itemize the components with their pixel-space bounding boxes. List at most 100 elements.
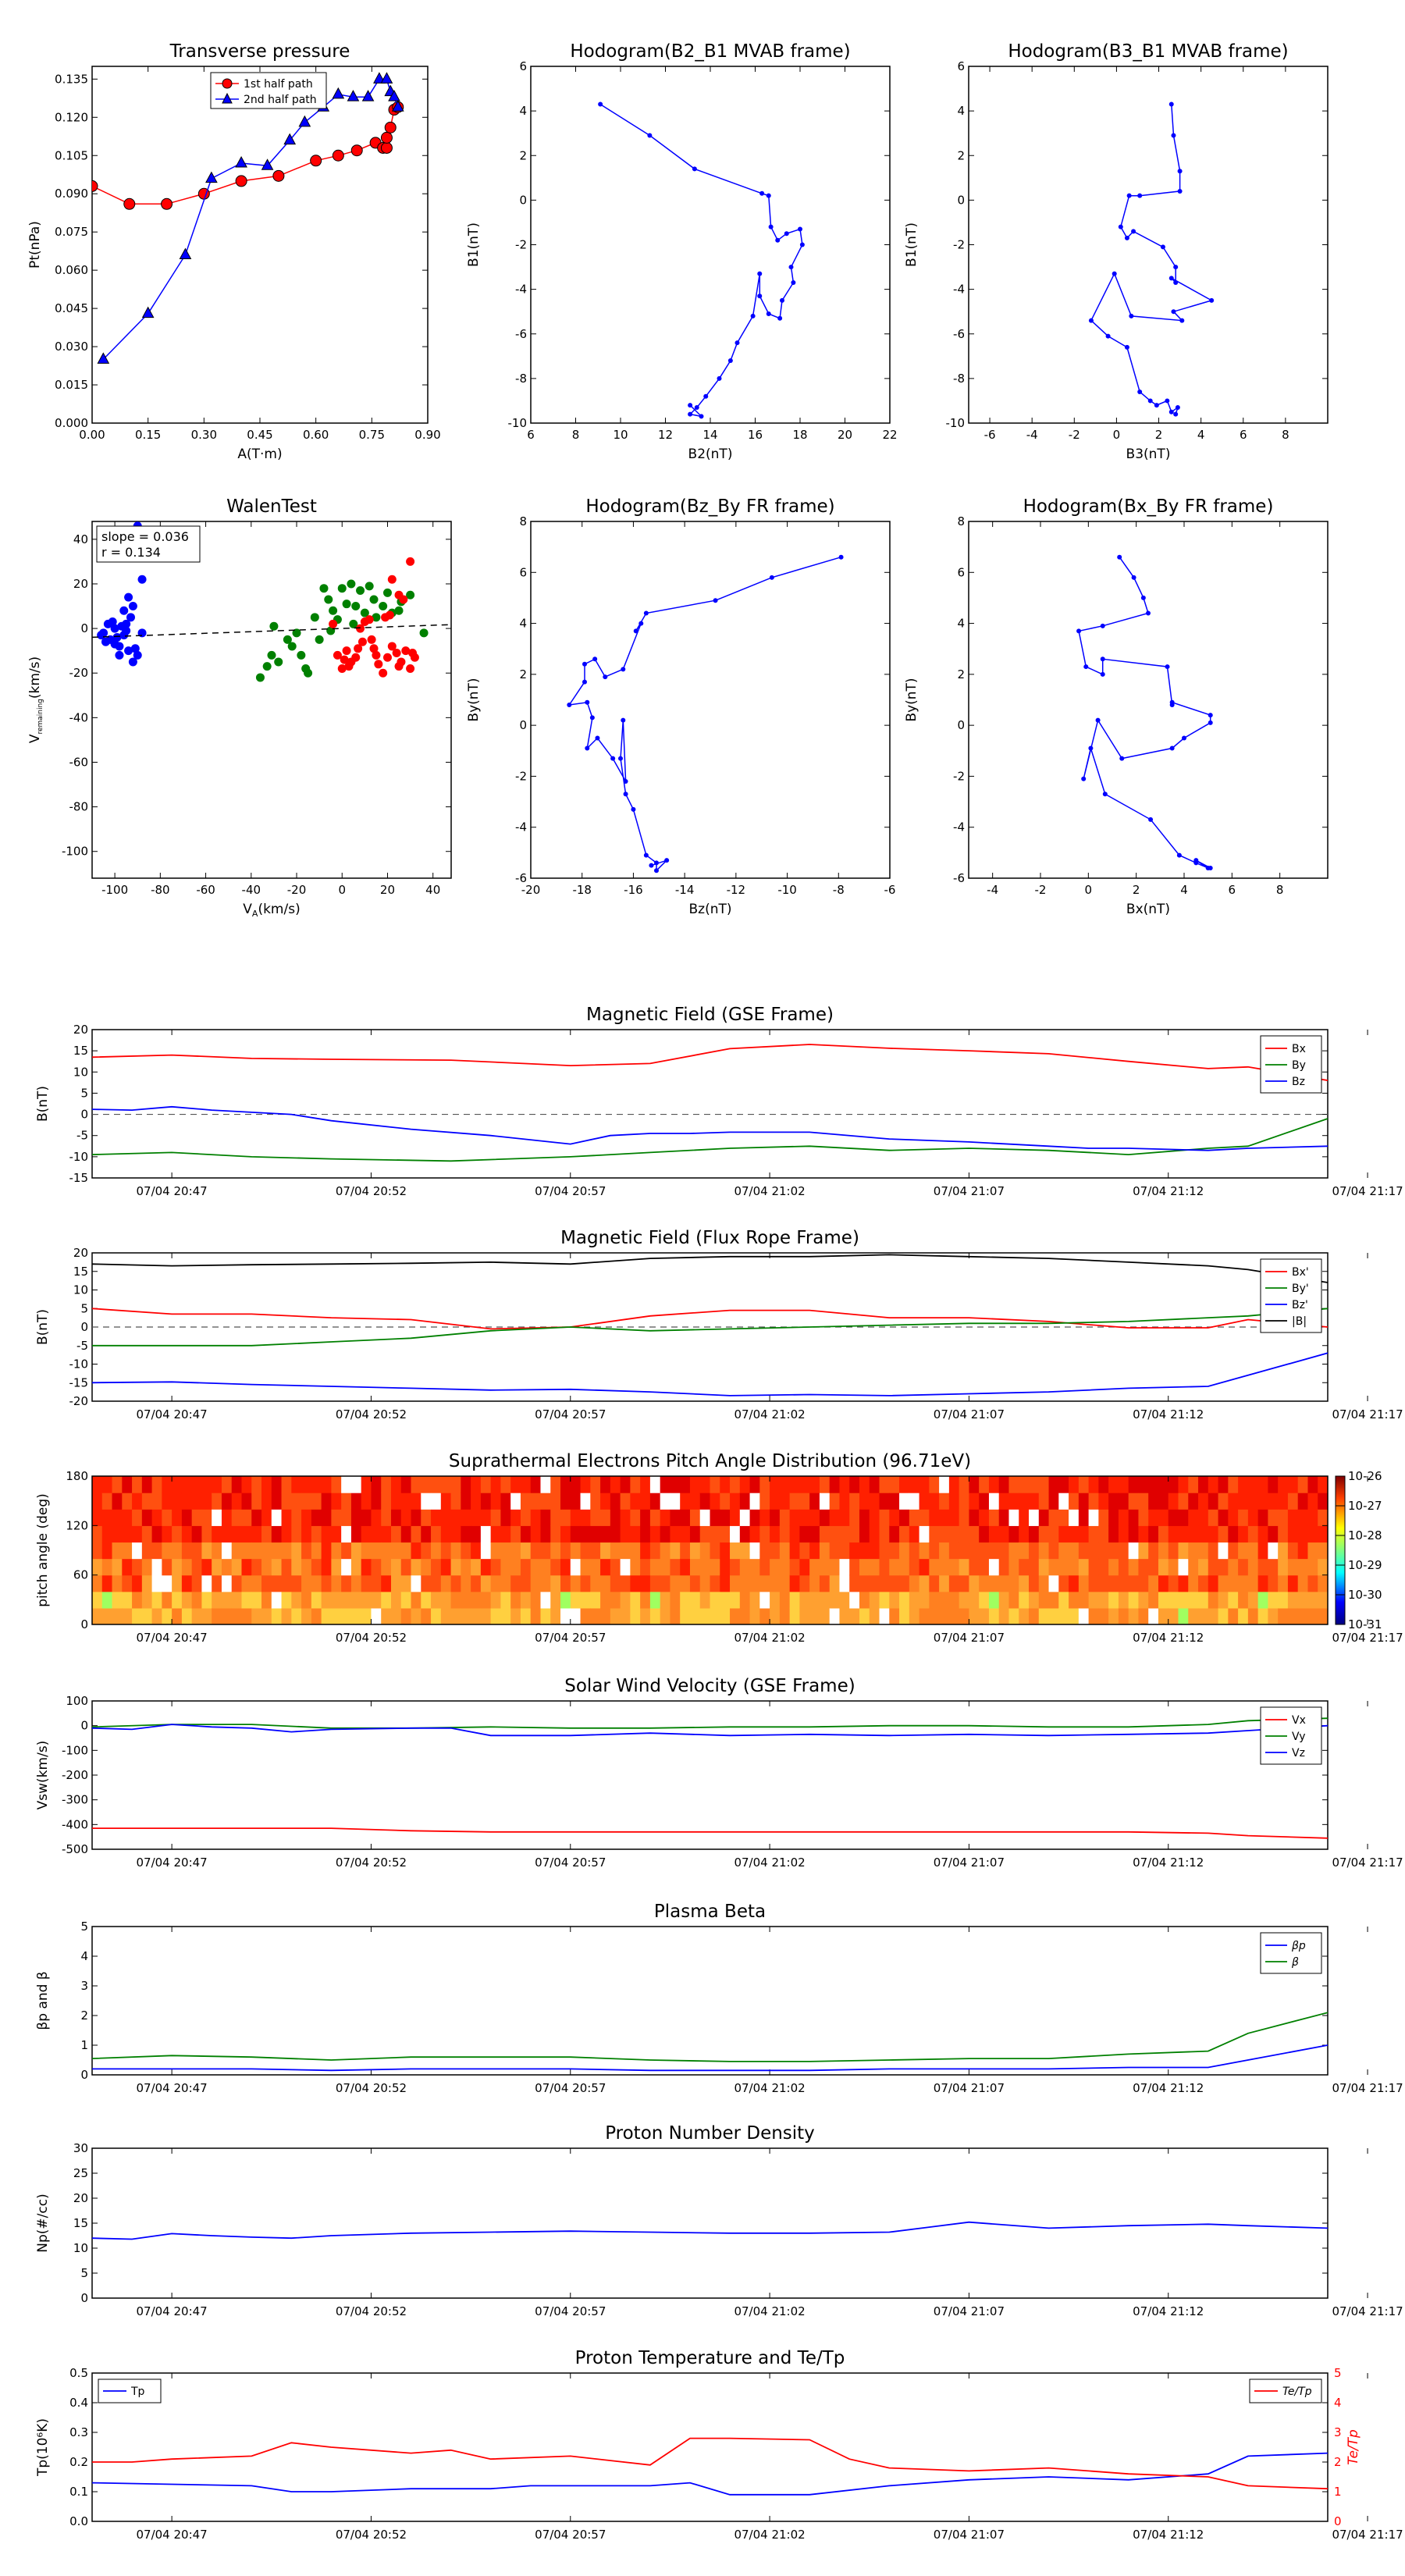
y-axis-label: By(nT): [904, 678, 919, 721]
heatmap-cell: [311, 1607, 322, 1624]
x-axis-label: A(T·m): [237, 447, 282, 462]
heatmap-cell: [789, 1493, 800, 1510]
heatmap-cell: [530, 1542, 542, 1560]
heatmap-cell: [281, 1509, 292, 1526]
heatmap-cell: [191, 1607, 203, 1624]
heatmap-cell: [421, 1476, 432, 1493]
heatmap-cell: [670, 1493, 681, 1510]
heatmap-cell: [759, 1476, 770, 1493]
y-axis-label: βp and β: [35, 1971, 51, 2030]
heatmap-cell: [241, 1525, 252, 1543]
heatmap-cell: [321, 1476, 332, 1493]
heatmap-cell: [1069, 1542, 1080, 1560]
series-group: [1088, 101, 1215, 417]
heatmap-cell: [889, 1574, 900, 1592]
x-tick-label: -6: [884, 883, 896, 897]
heatmap-cell: [1278, 1558, 1289, 1576]
legend-label: 1st half path: [244, 78, 313, 91]
heatmap-cell: [261, 1558, 272, 1576]
y-tick-label: 20: [73, 1246, 88, 1260]
heatmap-cell: [730, 1493, 741, 1510]
heatmap-cell: [620, 1476, 631, 1493]
series-line-Bx_By: [1078, 557, 1211, 869]
heatmap-cell: [859, 1574, 870, 1592]
legend-label: Bx: [1292, 1043, 1306, 1055]
heatmap-cell: [520, 1591, 532, 1609]
heatmap-cell: [480, 1591, 492, 1609]
heatmap-cell: [689, 1574, 701, 1592]
heatmap-cell: [490, 1476, 502, 1493]
heatmap-cell: [172, 1476, 183, 1493]
x-tick-label: 07/04 21:12: [1133, 2528, 1204, 2542]
scatter-point: [262, 662, 272, 671]
y-tick-label: -5: [76, 1129, 88, 1143]
heatmap-cell: [879, 1574, 890, 1592]
heatmap-cell: [799, 1493, 810, 1510]
y-tick-label: 10: [73, 1065, 88, 1079]
heatmap-cell: [600, 1591, 611, 1609]
data-point: [1182, 735, 1186, 741]
heatmap-cell: [720, 1493, 731, 1510]
heatmap-cell: [241, 1574, 252, 1592]
heatmap-cell: [1208, 1607, 1219, 1624]
heatmap-cell: [1138, 1493, 1149, 1510]
chart-ts_t: Proton Temperature and Te/Tp0.00.10.20.3…: [35, 2348, 1403, 2542]
x-tick-label: 07/04 21:12: [1133, 2081, 1204, 2095]
heatmap-cell: [909, 1476, 920, 1493]
heatmap-cell: [471, 1476, 482, 1493]
scatter-point: [356, 624, 365, 633]
heatmap-cell: [730, 1574, 741, 1592]
heatmap-cell: [979, 1591, 990, 1609]
heatmap-cell: [630, 1558, 641, 1576]
heatmap-cell: [321, 1591, 332, 1609]
heatmap-cell: [1297, 1591, 1309, 1609]
heatmap-cell: [570, 1542, 582, 1560]
x-tick-label: 07/04 20:57: [535, 2528, 606, 2542]
heatmap-cell: [909, 1509, 920, 1526]
heatmap-cell: [570, 1476, 582, 1493]
y-tick-label: -80: [69, 800, 89, 814]
x-tick-label: 07/04 21:02: [734, 2304, 805, 2318]
heatmap-cell: [640, 1509, 651, 1526]
heatmap-cell: [311, 1476, 322, 1493]
heatmap-cell: [450, 1591, 461, 1609]
heatmap-cell: [929, 1509, 940, 1526]
heatmap-cell: [689, 1493, 701, 1510]
heatmap-cell: [720, 1476, 731, 1493]
y-tick-label: 0.105: [55, 148, 88, 162]
heatmap-cell: [261, 1607, 272, 1624]
heatmap-cell: [959, 1574, 970, 1592]
heatmap-cell: [939, 1525, 950, 1543]
heatmap-cell: [321, 1493, 332, 1510]
heatmap-cell: [1278, 1476, 1289, 1493]
heatmap-cell: [620, 1509, 631, 1526]
heatmap-cell: [919, 1476, 930, 1493]
data-point: [1179, 318, 1185, 323]
heatmap-cell: [1158, 1542, 1169, 1560]
heatmap-cell: [271, 1591, 283, 1609]
data-point: [1129, 313, 1134, 318]
heatmap-cell: [510, 1558, 521, 1576]
heatmap-cell: [231, 1476, 243, 1493]
heatmap-cell: [381, 1493, 392, 1510]
data-point: [1208, 720, 1213, 725]
heatmap-cell: [899, 1591, 910, 1609]
heatmap-cell: [440, 1558, 452, 1576]
heatmap-cell: [689, 1509, 701, 1526]
heatmap-cell: [331, 1493, 342, 1510]
heatmap-cell: [371, 1493, 382, 1510]
data-point: [694, 405, 699, 411]
heatmap-cell: [1228, 1509, 1239, 1526]
x-tick-label: 07/04 20:52: [336, 2304, 407, 2318]
heatmap-cell: [350, 1542, 362, 1560]
x-tick-label: 07/04 21:17: [1332, 2528, 1403, 2542]
heatmap-cell: [909, 1525, 920, 1543]
heatmap-cell: [331, 1476, 342, 1493]
heatmap-cell: [411, 1509, 422, 1526]
heatmap-cell: [959, 1558, 970, 1576]
heatmap-cell: [909, 1607, 920, 1624]
heatmap-cell: [530, 1525, 542, 1543]
heatmap-cell: [321, 1509, 332, 1526]
